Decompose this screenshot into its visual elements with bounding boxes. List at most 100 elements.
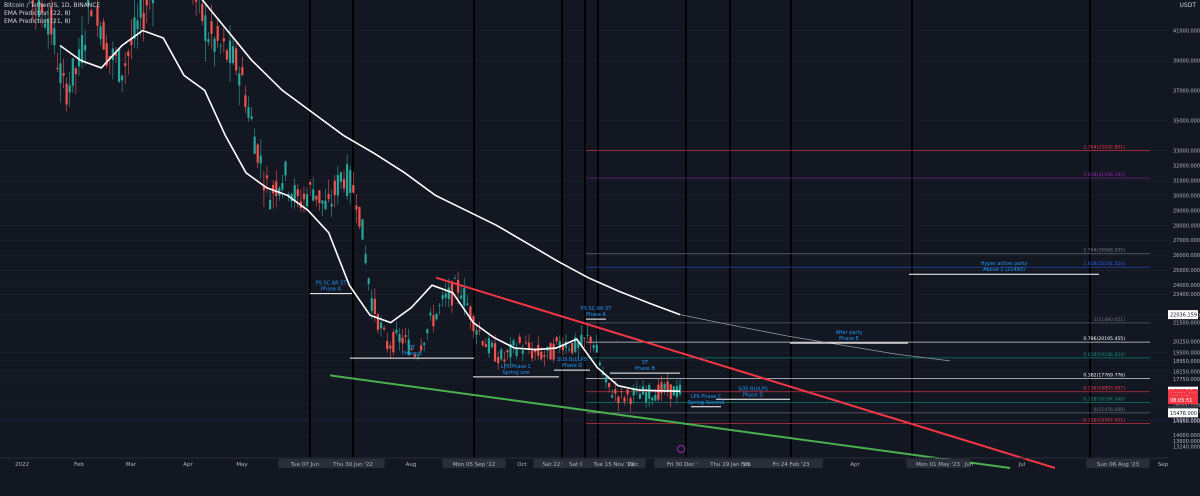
candle-body: [632, 389, 635, 396]
candle-body: [275, 181, 278, 196]
x-tick-label: Thu 30 Jun '22: [332, 462, 373, 468]
candle-body: [648, 385, 651, 399]
candle-body: [333, 180, 336, 196]
fib-level-label: 0.118(16184.549): [1083, 396, 1125, 402]
symbol-line[interactable]: Bitcoin / TetherUS, 1D, BINANCE: [4, 2, 101, 9]
candle-body: [361, 219, 364, 240]
candle-body: [84, 44, 87, 51]
candle-body: [558, 340, 561, 348]
candle-body: [117, 49, 121, 82]
candle-body: [524, 342, 527, 344]
x-tick-label: Dec: [628, 462, 639, 468]
candle-body: [121, 75, 124, 81]
x-tick-label: Tue 15 Nov '22: [593, 462, 635, 468]
candle-body: [527, 342, 531, 350]
candle-body: [398, 334, 401, 342]
candle-body: [620, 391, 623, 392]
candle-body: [268, 199, 272, 210]
candle-body: [74, 68, 77, 75]
candles: [29, 0, 682, 412]
candle-body: [342, 179, 346, 189]
candle-body: [595, 344, 598, 353]
candle-body: [346, 164, 349, 197]
candle-body: [219, 45, 222, 47]
x-tick-box: [278, 459, 342, 468]
candle-body: [413, 354, 417, 357]
x-tick-label: Feb: [741, 462, 751, 468]
candle-body: [534, 348, 537, 353]
candle-body: [305, 194, 309, 207]
annotation-title: Hyper active party: [981, 261, 1028, 267]
candle-body: [512, 340, 515, 346]
candle-body: [318, 190, 321, 203]
candle-body: [50, 7, 53, 35]
candle-body: [438, 305, 441, 306]
y-tick-label: 41000.000: [1173, 28, 1200, 34]
candle-body: [469, 306, 472, 320]
fib-level-label: 0.618(19186.824): [1083, 352, 1125, 358]
candle-body: [515, 349, 518, 356]
candle-body: [540, 351, 543, 360]
x-tick-box: [533, 459, 581, 468]
fib-level-label: 0.786(20195.455): [1083, 336, 1125, 342]
candle-body: [108, 55, 111, 59]
candle-body: [68, 85, 71, 93]
candle-body: [238, 73, 241, 86]
annotation-phase: Phase D: [562, 363, 583, 369]
candle-body: [204, 15, 207, 41]
candle-body: [287, 194, 290, 197]
candle-body: [327, 193, 330, 200]
x-tick-label: Feb: [74, 462, 84, 468]
candle-body: [401, 337, 404, 344]
chart-legend: Bitcoin / TetherUS, 1D, BINANCE EMA Pred…: [4, 2, 100, 26]
candle-body: [432, 315, 435, 327]
annotation-title: PS SC AR ST: [316, 281, 348, 287]
candle-body: [47, 18, 50, 35]
candle-body: [87, 0, 90, 6]
y-tick-label: 27000.000: [1173, 238, 1200, 244]
candle-body: [145, 0, 148, 6]
candle-body: [555, 337, 558, 342]
y-tick-label: 20250.000: [1173, 339, 1200, 345]
candle-body: [537, 344, 540, 356]
candle-body: [598, 362, 601, 366]
x-tick-label: Aug: [406, 462, 417, 468]
indicator-ema-21[interactable]: EMA Prediction (21, 8): [4, 18, 71, 25]
candle-body: [241, 67, 244, 76]
candle-body: [349, 170, 352, 193]
candle-body: [493, 343, 497, 362]
candle-body: [577, 342, 580, 348]
candle-body: [225, 50, 229, 60]
candle-body: [296, 189, 299, 197]
ema-slow-line: [201, 0, 681, 316]
candle-body: [80, 34, 84, 63]
x-tick-label: Fri 24 Feb '23: [772, 462, 810, 468]
candle-body: [574, 337, 577, 352]
candle-body: [253, 136, 256, 154]
candle-body: [484, 344, 487, 348]
candle-body: [43, 23, 47, 28]
price-tag-label: 22036.159: [1170, 313, 1197, 319]
candle-body: [651, 397, 654, 401]
indicator-ema-22[interactable]: EMA Prediction (22, 8): [4, 10, 71, 17]
annotation-phase: Phase B: [635, 366, 656, 372]
x-tick-label: Thu 19 Jan '23: [709, 462, 750, 468]
y-tick-label: 35000.000: [1173, 118, 1200, 124]
candle-body: [561, 345, 564, 351]
candle-body: [419, 345, 423, 351]
candle-body: [367, 278, 370, 284]
candle-body: [500, 349, 503, 360]
candle-body: [105, 43, 108, 66]
annotation-title: LPS Phase C: [691, 394, 722, 400]
candle-body: [583, 337, 586, 339]
candle-body: [213, 38, 216, 52]
fib-level-label: 1.764(26068.205): [1083, 248, 1125, 254]
candle-body: [151, 0, 155, 4]
candle-body: [410, 349, 413, 350]
annotation-phase: Spring one: [502, 370, 529, 376]
candle-body: [315, 195, 318, 200]
candle-body: [244, 95, 247, 108]
